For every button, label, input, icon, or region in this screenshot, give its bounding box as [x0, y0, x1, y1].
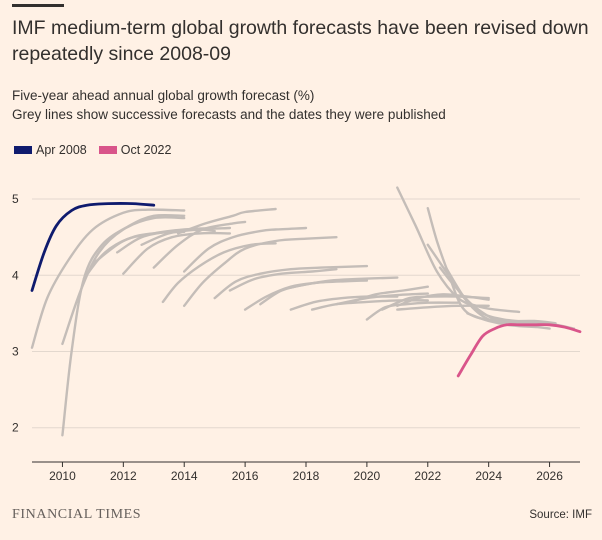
y-tick-label-4: 4 — [12, 268, 19, 282]
grey-forecast-line-f2021c — [396, 293, 490, 307]
grey-forecast-line-f2013b — [176, 207, 277, 235]
grey-forecast-line-f2013a — [152, 220, 247, 269]
grey-forecast-line-f2019a — [310, 299, 429, 311]
x-tick-label-2024: 2024 — [475, 469, 502, 483]
y-tick-label-5: 5 — [12, 192, 19, 206]
grey-forecast-line-f2014a — [183, 226, 308, 273]
grey-forecast-line-f2016a — [228, 268, 338, 292]
ft-brand-logo: FINANCIAL TIMES — [12, 507, 142, 522]
grey-forecast-line-f2010a — [61, 216, 186, 346]
x-tick-label-2018: 2018 — [293, 469, 320, 483]
x-tick-label-2014: 2014 — [171, 469, 198, 483]
line-chart: 2 3 4 5 2010 2012 2014 2016 2018 2020 2022 2024 2026 — [12, 186, 582, 483]
ft-top-bar — [12, 4, 64, 7]
series-line-oct-2022 — [456, 323, 582, 378]
grey-forecast-line-f2016b — [213, 264, 369, 300]
legend: Apr 2008 Oct 2022 — [14, 143, 171, 157]
y-tick-label-2: 2 — [12, 421, 19, 435]
grey-forecast-line-f2009a — [30, 208, 186, 349]
legend-swatch-apr-2008 — [14, 146, 32, 154]
x-tick-label-2012: 2012 — [110, 469, 137, 483]
grey-forecast-line-f2012a — [122, 231, 232, 275]
grey-forecast-line-f2020b — [365, 301, 460, 321]
grey-forecast-line-f2019b — [335, 292, 429, 306]
y-tick-label-3: 3 — [12, 344, 19, 358]
grey-forecast-line-f2015a — [183, 236, 338, 307]
x-tick-label-2020: 2020 — [354, 469, 381, 483]
grey-forecast-line-f2018a — [283, 276, 399, 291]
legend-swatch-oct-2022 — [98, 146, 117, 154]
x-tick-label-2016: 2016 — [232, 469, 259, 483]
chart-subtitle: Five-year ahead annual global growth for… — [12, 86, 592, 124]
legend-label-apr-2008: Apr 2008 — [36, 143, 87, 157]
x-tick-label-2026: 2026 — [536, 469, 563, 483]
grey-forecast-line-f2020a — [350, 285, 429, 304]
grey-forecast-line-f2009b — [61, 213, 186, 437]
source-note: Source: IMF — [529, 509, 592, 521]
subtitle-line-1: Five-year ahead annual global growth for… — [12, 88, 315, 103]
grey-forecast-line-f2021d — [396, 304, 490, 311]
series-line-apr-2008 — [30, 202, 156, 292]
legend-label-oct-2022: Oct 2022 — [120, 143, 172, 157]
grey-forecast-line-f2023b — [438, 266, 521, 326]
x-tick-label-2010: 2010 — [49, 469, 76, 483]
chart-title: IMF medium-term global growth forecasts … — [12, 17, 589, 65]
x-tick-label-2022: 2022 — [414, 469, 441, 483]
legend-item-oct-2022: Oct 2022 — [98, 143, 172, 157]
legend-item-apr-2008: Apr 2008 — [14, 143, 87, 157]
subtitle-line-2: Grey lines show successive forecasts and… — [12, 107, 446, 122]
